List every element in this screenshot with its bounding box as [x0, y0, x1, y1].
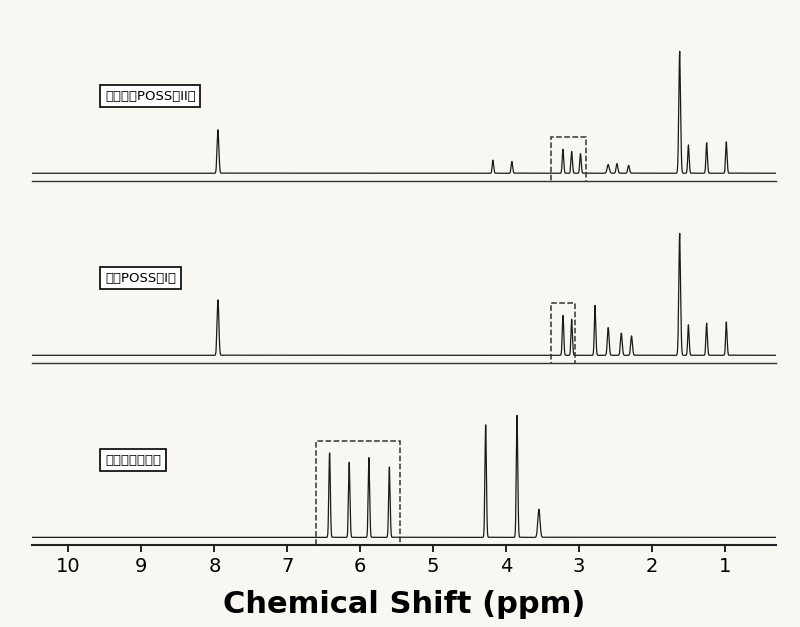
- Text: 氨基POSS（I）: 氨基POSS（I）: [105, 271, 176, 285]
- Bar: [551, 303, 575, 376]
- Bar: [551, 137, 586, 194]
- Text: 双官能团POSS（II）: 双官能团POSS（II）: [105, 90, 196, 103]
- Text: 羟乙基丙烯酸酯: 羟乙基丙烯酸酯: [105, 454, 161, 466]
- X-axis label: Chemical Shift (ppm): Chemical Shift (ppm): [223, 590, 585, 619]
- Bar: [317, 441, 400, 557]
